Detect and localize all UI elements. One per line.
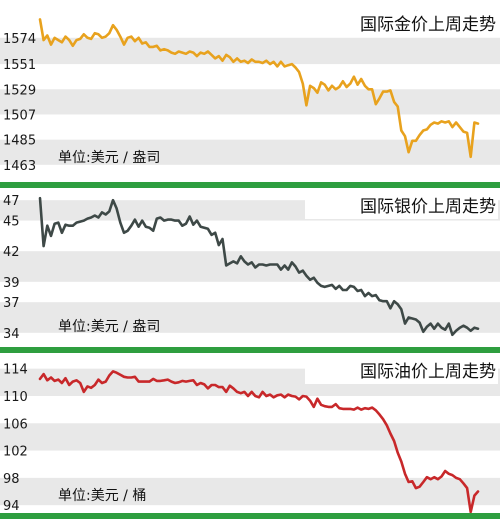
y-tick-label: 47: [3, 194, 20, 209]
y-tick-label: 102: [3, 445, 28, 460]
series-line: [38, 196, 480, 337]
chart-title-backing: [305, 194, 498, 219]
chart-title: 国际银价上周走势: [360, 197, 496, 217]
panel-separator: [0, 347, 500, 353]
y-tick-label: 45: [3, 215, 20, 230]
chart-title: 国际金价上周走势: [360, 15, 496, 35]
y-tick-label: 106: [3, 417, 28, 432]
series-line: [38, 370, 480, 514]
unit-label: 单位:美元 / 盎司: [58, 150, 160, 166]
grid-band: [0, 139, 500, 165]
grid-band: [0, 89, 500, 115]
unit-label: 单位:美元 / 桶: [58, 488, 146, 504]
y-tick-label: 42: [3, 245, 20, 260]
y-tick-label: 110: [3, 390, 28, 405]
y-tick-label: 94: [3, 499, 20, 514]
panel-separator: [0, 182, 500, 188]
chart-title-backing: [305, 359, 498, 384]
y-tick-label: 1507: [3, 108, 36, 123]
y-tick-label: 1485: [3, 134, 36, 149]
y-tick-label: 1551: [3, 58, 36, 73]
chart-title-backing: [305, 12, 498, 37]
y-tick-label: 1529: [3, 83, 36, 98]
panel-separator: [0, 513, 500, 519]
series-line: [38, 18, 480, 159]
unit-label: 单位:美元 / 盎司: [58, 319, 160, 335]
grid-band: [0, 477, 500, 506]
y-tick-label: 114: [3, 363, 28, 378]
grid-band: [0, 423, 500, 451]
y-tick-label: 1574: [3, 32, 36, 47]
grid-band: [0, 302, 500, 333]
y-tick-label: 98: [3, 472, 20, 487]
y-tick-label: 37: [3, 296, 20, 311]
y-tick-label: 1463: [3, 159, 36, 174]
chart-title: 国际油价上周走势: [360, 362, 496, 382]
y-tick-label: 39: [3, 276, 20, 291]
grid-band: [0, 251, 500, 282]
y-tick-label: 34: [3, 327, 20, 342]
